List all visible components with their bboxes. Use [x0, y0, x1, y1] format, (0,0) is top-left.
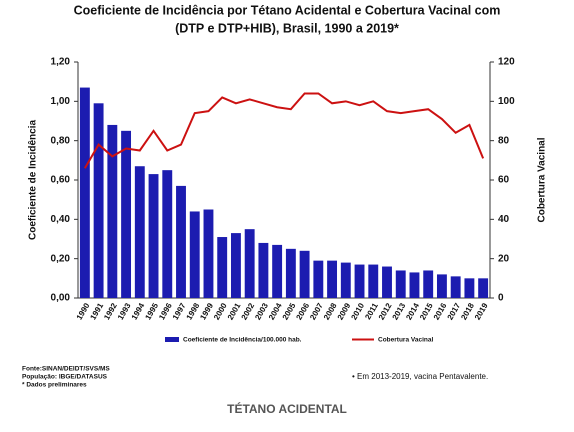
- bar: [148, 174, 159, 298]
- y2-tick-label: 60: [498, 175, 510, 186]
- bar: [464, 278, 475, 298]
- legend-label: Coeficiente de Incidência/100.000 hab.: [183, 337, 302, 344]
- y2-axis-label: Cobertura Vacinal: [537, 137, 548, 222]
- y2-tick-label: 100: [498, 96, 515, 107]
- x-tick-label: 2010: [349, 301, 366, 321]
- caption: TÉTANO ACIDENTAL: [227, 401, 347, 416]
- y2-tick-label: 80: [498, 135, 510, 146]
- bar: [354, 264, 365, 298]
- line: [84, 92, 485, 169]
- bar: [79, 87, 90, 298]
- bar: [230, 233, 241, 298]
- y-tick-label: 1,00: [51, 96, 71, 107]
- bar: [258, 242, 269, 298]
- y2-tick-label: 120: [498, 57, 515, 68]
- bar: [176, 185, 186, 298]
- note: * Dados preliminares: [22, 382, 87, 389]
- legend-swatch: [165, 337, 179, 342]
- y-tick-label: 1,20: [51, 57, 71, 68]
- y2-tick-label: 0: [498, 293, 504, 304]
- bar: [272, 244, 283, 298]
- legend-label: Cobertura Vacinal: [378, 337, 433, 344]
- bar: [299, 250, 310, 298]
- bar: [244, 229, 255, 298]
- bar: [340, 262, 351, 298]
- chart-title: Coeficiente de Incidência por Tétano Aci…: [74, 3, 501, 17]
- bar: [313, 260, 324, 298]
- chart-title: (DTP e DTP+HIB), Brasil, 1990 a 2019*: [175, 21, 399, 35]
- bar: [189, 211, 200, 298]
- bar: [478, 278, 489, 298]
- y-tick-label: 0,20: [51, 253, 71, 264]
- y-tick-label: 0,00: [51, 293, 71, 304]
- x-tick-label: 2019: [473, 301, 490, 321]
- bar: [395, 270, 406, 298]
- note: População: IBGE/DATASUS: [22, 374, 108, 381]
- y-tick-label: 0,60: [51, 175, 71, 186]
- bar: [203, 209, 214, 298]
- y-axis-label: Coeficiente de Incidência: [28, 120, 39, 240]
- bar: [450, 276, 461, 298]
- bar: [162, 170, 173, 298]
- bar: [382, 266, 392, 298]
- y2-tick-label: 40: [498, 214, 510, 225]
- note: • Em 2013-2019, vacina Pentavalente.: [352, 372, 488, 381]
- bar: [121, 130, 132, 298]
- y-tick-label: 0,40: [51, 214, 71, 225]
- note: Fonte:SINAN/DEIDT/SVS/MS: [22, 366, 110, 373]
- bar: [409, 272, 420, 298]
- bar: [423, 270, 434, 298]
- bar: [327, 260, 338, 298]
- bar: [368, 264, 379, 298]
- bar: [134, 166, 145, 298]
- bar: [93, 103, 104, 298]
- bar: [107, 124, 118, 298]
- y-tick-label: 0,80: [51, 135, 71, 146]
- bar: [217, 237, 228, 298]
- bar: [285, 248, 296, 298]
- y2-tick-label: 20: [498, 253, 510, 264]
- bar: [436, 274, 447, 298]
